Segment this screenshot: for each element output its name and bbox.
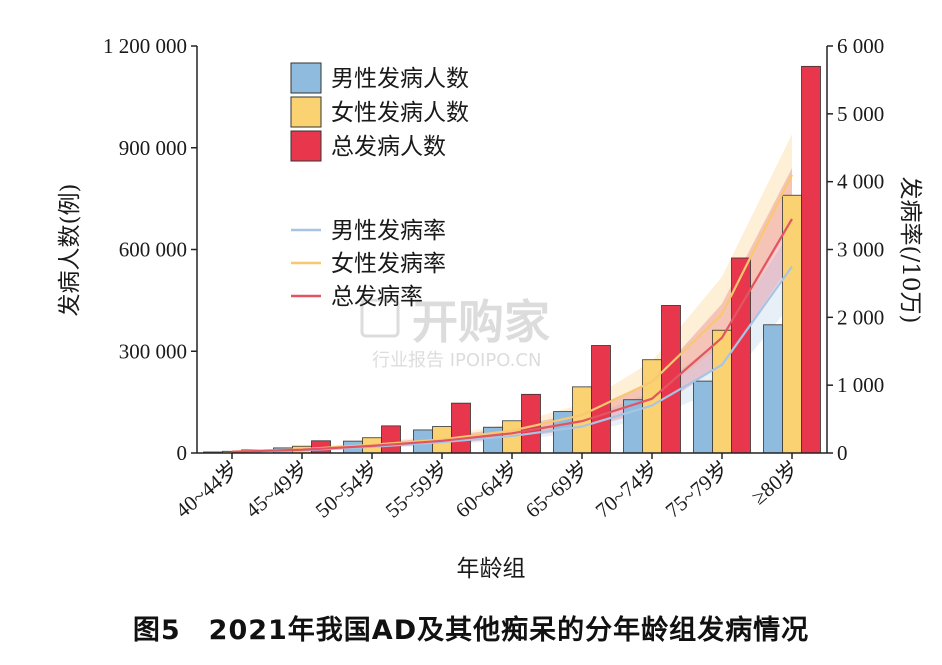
bar-s1-7: [712, 329, 732, 454]
x-axis-title: 年龄组: [457, 556, 526, 582]
legend-label-line-1: 女性发病率: [331, 251, 446, 277]
watermark: 开购家 行业报告 IPOIPO.CN: [360, 295, 550, 371]
bar-s0-8: [763, 324, 783, 454]
bar-s0-7: [693, 380, 713, 454]
bar-s2-6: [661, 305, 681, 454]
legend-swatch-bar-1: [290, 96, 322, 128]
y2-tick-label-6: 6 000: [837, 34, 884, 58]
rate-line-2: [231, 218, 793, 453]
x-tick-label-0: 40~44岁: [171, 456, 243, 522]
y-tick-label-0: 0: [177, 441, 188, 465]
y-tick-label-3: 900 000: [119, 136, 187, 160]
legend-label-bar-1: 女性发病人数: [331, 100, 469, 126]
x-tick-label-1: 45~49岁: [241, 456, 313, 522]
watermark-main: 开购家: [412, 295, 550, 349]
legend-swatch-bar-0: [290, 62, 322, 94]
y2-tick-label-4: 4 000: [837, 170, 884, 194]
legend-label-line-0: 男性发病率: [331, 218, 446, 244]
watermark-sub: 行业报告 IPOIPO.CN: [372, 350, 541, 371]
y2-axis-title: 发病率(/10万): [897, 177, 923, 324]
y-tick-label-2: 600 000: [119, 238, 187, 262]
y2-tick-label-5: 5 000: [837, 102, 884, 126]
bar-s2-4: [521, 393, 541, 454]
y-axis-title: 发病人数(例): [57, 184, 83, 317]
legend-label-bar-0: 男性发病人数: [331, 66, 469, 92]
bar-s1-8: [782, 194, 802, 454]
x-tick-label-2: 50~54岁: [311, 456, 383, 522]
y-tick-label-4: 1 200 000: [103, 34, 187, 58]
y2-tick-label-3: 3 000: [837, 238, 884, 262]
x-tick-labels: 40~44岁45~49岁50~54岁55~59岁60~64岁65~69岁70~7…: [171, 456, 803, 522]
bar-s2-5: [591, 345, 611, 454]
bar-s2-3: [451, 402, 471, 454]
x-tick-label-4: 60~64岁: [451, 456, 523, 522]
bar-s2-8: [801, 65, 821, 454]
bar-s2-2: [381, 425, 401, 454]
bars: [203, 65, 821, 454]
chart: 0 300 000 600 000 900 000 1 200 000 0 1 000 2 0…: [57, 34, 923, 582]
watermark-logo-icon: [360, 298, 400, 338]
legend-swatch-bar-2: [290, 130, 322, 162]
y2-tick-label-0: 0: [837, 441, 848, 465]
figure-caption: 图5 2021年我国AD及其他痴呆的分年龄组发病情况: [132, 615, 810, 646]
x-tick-label-3: 55~59岁: [381, 456, 453, 522]
x-tick-label-8: ≥80岁: [747, 456, 803, 509]
x-tick-label-5: 65~69岁: [521, 456, 593, 522]
x-tick-label-7: 75~79岁: [661, 456, 733, 522]
legend-label-bar-2: 总发病人数: [331, 134, 446, 160]
y2-tick-label-2: 2 000: [837, 305, 884, 329]
y2-tick-label-1: 1 000: [837, 373, 884, 397]
x-tick-label-6: 70~74岁: [591, 456, 663, 522]
tick-labels: 0 300 000 600 000 900 000 1 200 000 0 1 000 2 0…: [103, 34, 884, 465]
rate-lines: [231, 174, 793, 454]
axes: [191, 45, 833, 459]
legend-label-line-2: 总发病率: [331, 284, 423, 310]
y-tick-label-1: 300 000: [119, 339, 187, 363]
